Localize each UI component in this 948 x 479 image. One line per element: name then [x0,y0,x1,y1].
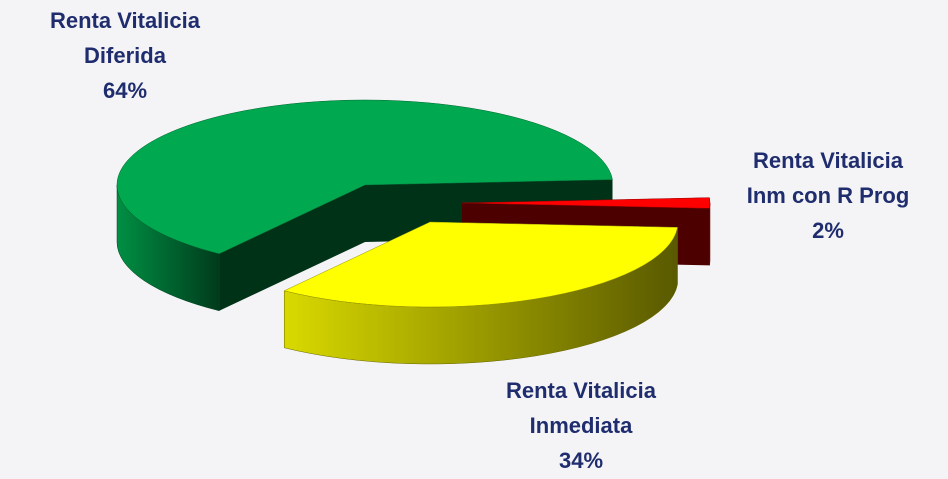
slice-label: Renta Vitalicia [506,378,657,403]
slice-side [219,185,365,311]
slice-label: Renta Vitalicia [50,8,201,33]
slice-value-label: 34% [559,448,603,473]
pie-slice [283,221,678,365]
slice-top [461,197,711,209]
slice-label: Renta Vitalicia [753,148,904,173]
slice-label: Diferida [84,43,167,68]
slice-top [283,221,678,308]
slice-top [116,99,613,255]
slice-value-label: 2% [812,218,844,243]
slice-label: Inm con R Prog [747,183,910,208]
slice-label: Inmediata [530,413,633,438]
slice-value-label: 64% [103,78,147,103]
